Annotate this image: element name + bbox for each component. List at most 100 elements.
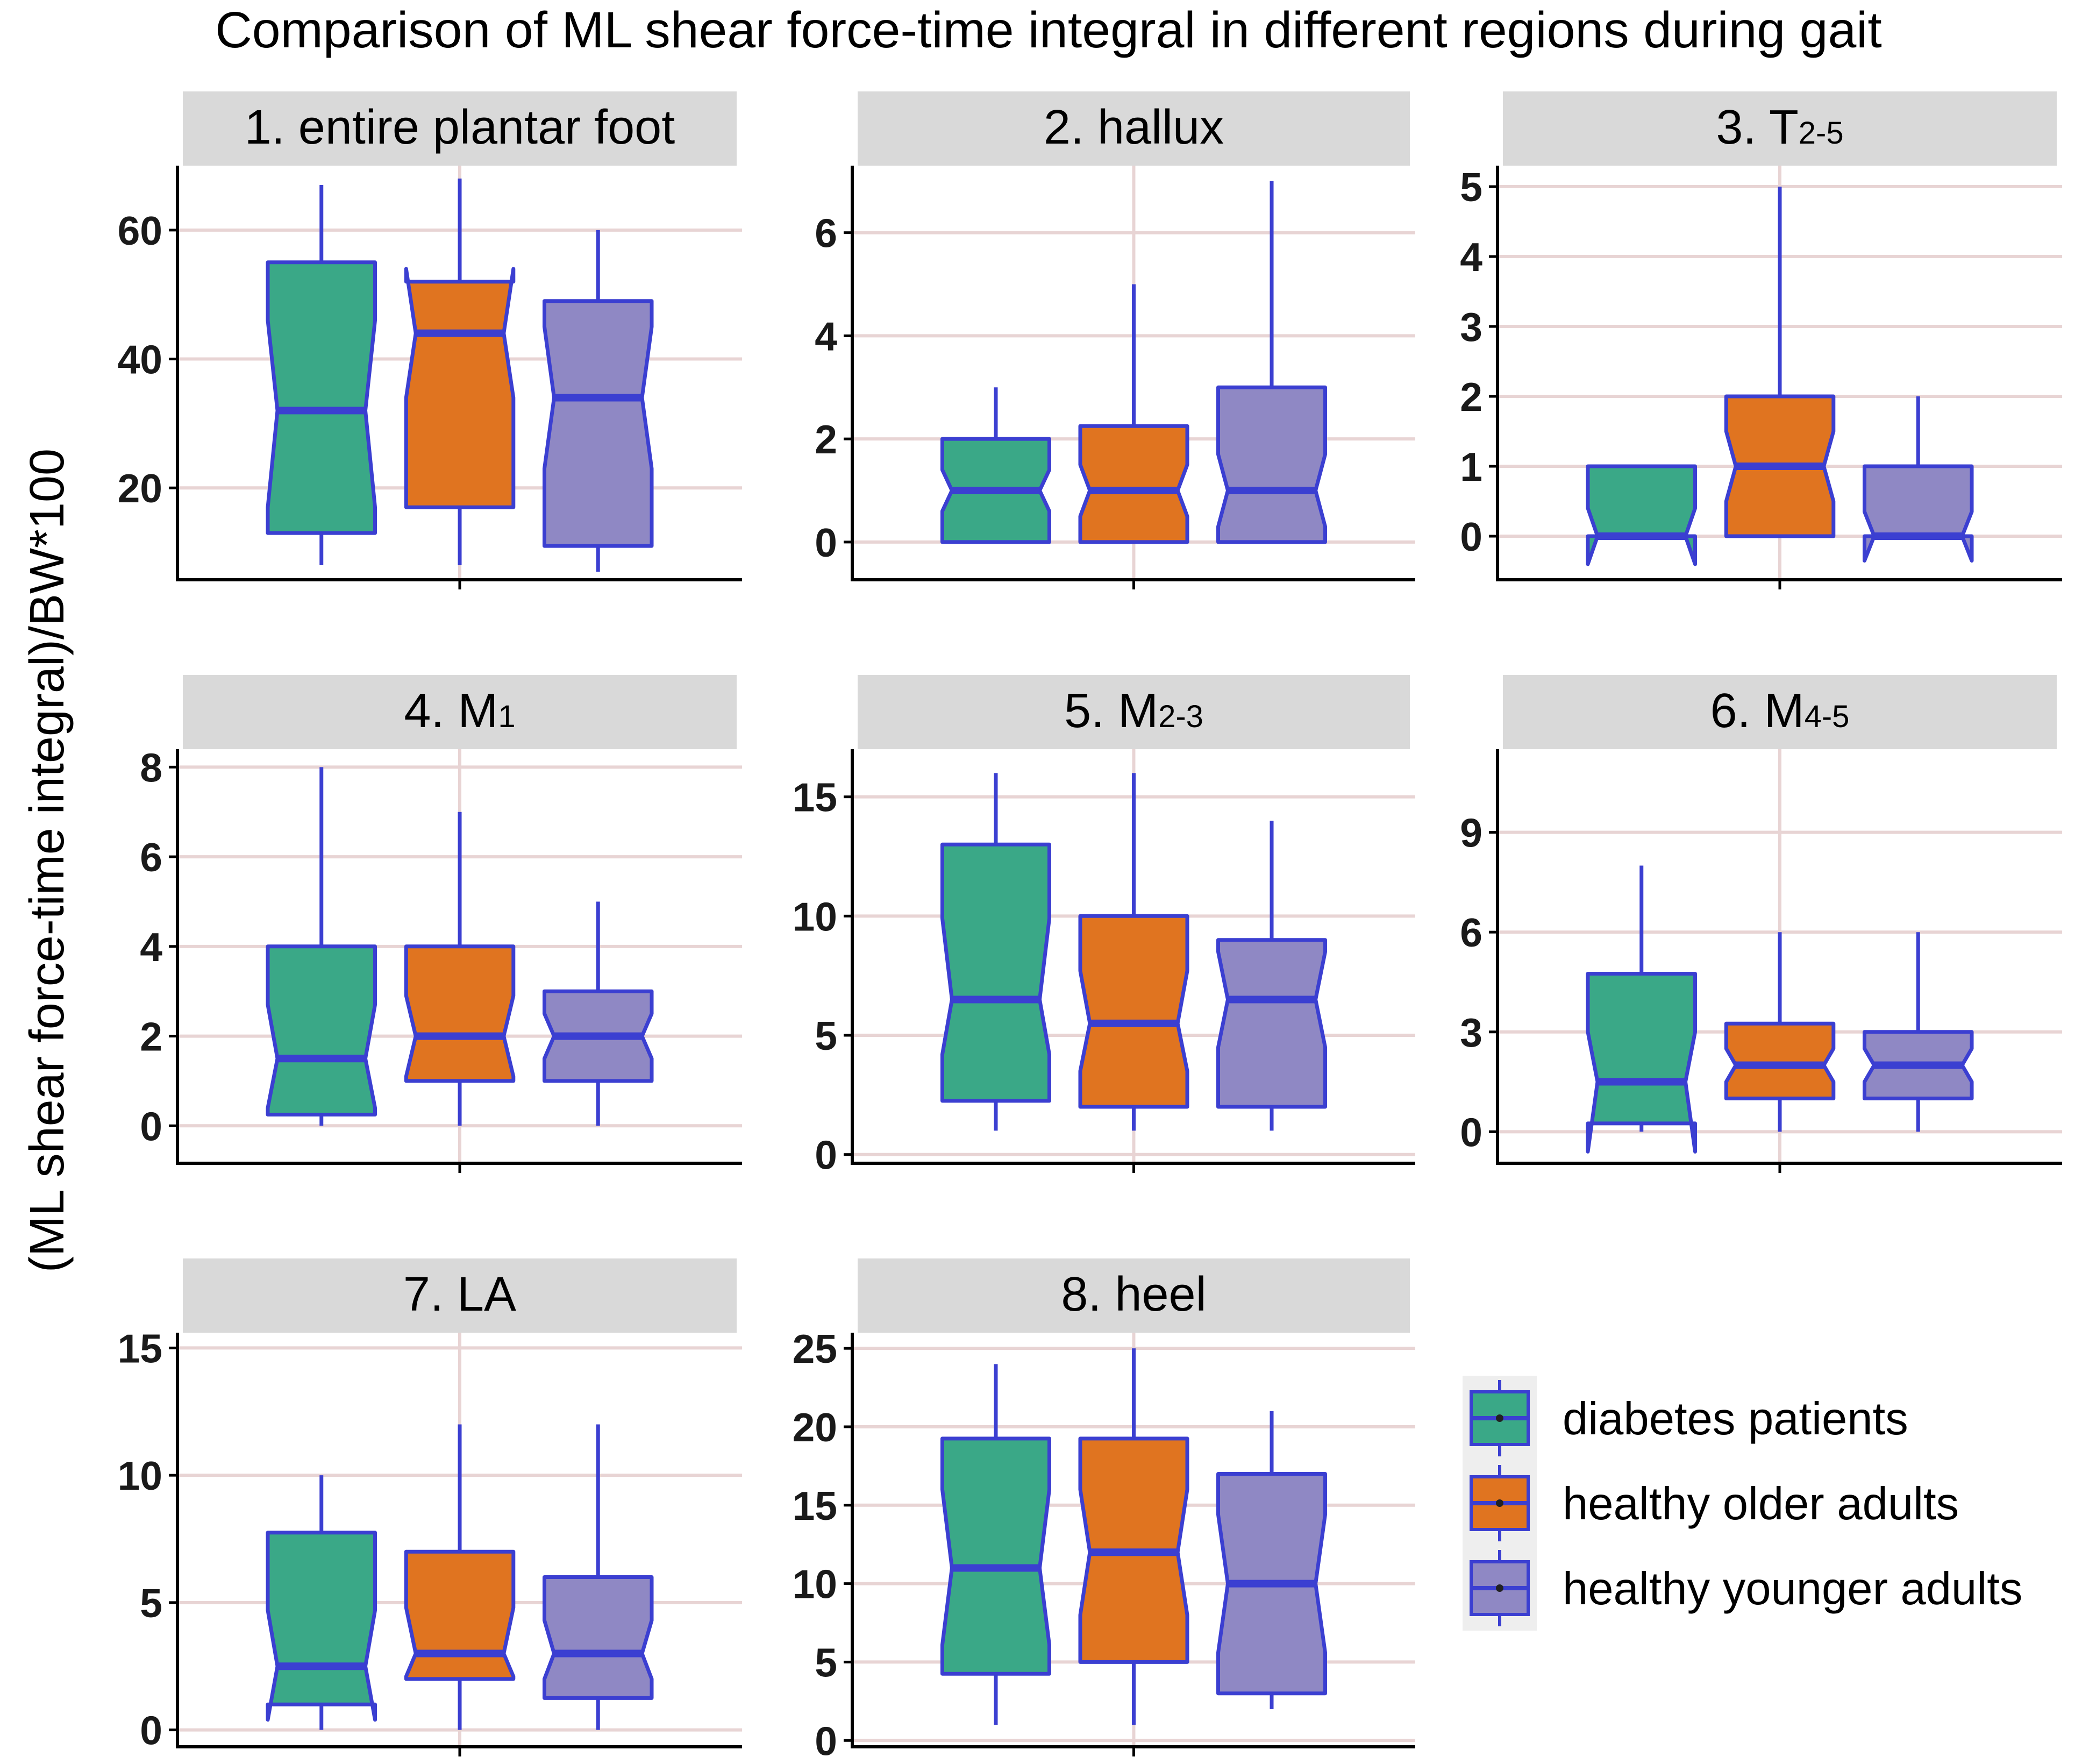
panel-3: 3. T2-5 0 1 2 3 4 5 [1460,91,2062,589]
panel-2-ytick-label-4: 4 [815,314,837,359]
panel-4: 4. M1 0 2 4 6 8 [140,675,742,1173]
panel-6-box-healthy-older-adults-body [1724,1021,1836,1100]
panel-1-box-diabetes-patients [266,184,377,566]
panel-3-ytick-label-1: 1 [1460,444,1482,489]
panel-4-ytick-label-0: 0 [140,1104,162,1149]
panel-3-title: 3. T2-5 [1716,101,1843,154]
panel-2-ytick-label-0: 0 [815,520,837,565]
panel-1-box-healthy-older-adults [404,178,516,566]
legend-key-healthy-younger-adults [1463,1546,1537,1631]
panel-7-box-healthy-younger-adults-body [543,1575,654,1700]
panel-2: 2. hallux 0 2 4 6 [815,91,1415,589]
panel-7-ytick-label-0: 0 [140,1708,162,1753]
panel-7-box-healthy-older-adults-body [404,1549,516,1681]
panel-2-strip [858,91,1410,166]
panel-5-title-subscript: 2-3 [1158,699,1203,734]
panel-1-strip [183,91,737,166]
panel-5-box-healthy-younger-adults-body [1216,938,1327,1109]
legend-key-healthy-younger-adults-dot [1496,1584,1503,1592]
panel-4-box-diabetes-patients-body [266,944,377,1116]
panel-8-ytick-label-15: 15 [793,1483,837,1528]
panel-3-strip [1503,91,2057,166]
panel-6-ytick-label-3: 3 [1460,1010,1482,1055]
panel-8-ytick-label-20: 20 [793,1405,837,1450]
panel-1-ytick-label-60: 60 [118,208,162,253]
panel-7-title: 7. LA [403,1268,516,1321]
panel-7-box-diabetes-patients-body [266,1531,377,1722]
panel-7-strip [183,1258,737,1333]
panel-7-ytick-label-10: 10 [118,1453,162,1498]
panel-5-box-diabetes-patients-body [940,842,1051,1103]
panel-1-box-healthy-younger-adults [543,230,654,572]
panel-4-ytick-label-6: 6 [140,835,162,880]
panel-6-ytick-label-6: 6 [1460,910,1482,955]
panel-3-title-subscript: 2-5 [1799,116,1844,151]
legend-key-diabetes-patients [1463,1376,1537,1461]
panel-6-box-healthy-older-adults [1724,932,1836,1132]
panel-7-ytick-label-5: 5 [140,1581,162,1626]
panel-8-title: 8. heel [1061,1268,1206,1321]
panel-6-box-healthy-younger-adults [1863,932,1974,1132]
panel-8-ytick-label-5: 5 [815,1640,837,1685]
panel-5-title: 5. M2-3 [1064,684,1203,738]
panel-7-ytick-label-15: 15 [118,1326,162,1371]
panel-3-box-diabetes-patients-body [1586,464,1697,566]
panel-2-box-healthy-older-adults [1078,284,1189,544]
panel-4-ytick-label-8: 8 [140,745,162,790]
panel-6-box-diabetes-patients-body [1586,972,1697,1154]
panel-4-box-diabetes-patients [266,767,377,1126]
panel-8-ytick-label-10: 10 [793,1562,837,1607]
panel-1-box-healthy-younger-adults-body [543,299,654,548]
panel-7-box-healthy-older-adults [404,1424,516,1730]
legend-key-healthy-older-adults-dot [1496,1499,1503,1507]
panel-4-strip [183,675,737,749]
panel-3-box-diabetes-patients [1586,464,1697,566]
panel-5-box-healthy-older-adults [1078,773,1189,1131]
panel-1-box-diabetes-patients-body [266,260,377,535]
panel-5-box-healthy-younger-adults [1216,821,1327,1131]
legend-label-healthy-older-adults: healthy older adults [1563,1478,1959,1530]
panel-2-box-healthy-younger-adults-body [1216,385,1327,544]
panel-3-ytick-label-4: 4 [1460,234,1482,280]
panel-7-box-diabetes-patients [266,1475,377,1730]
panel-5-ytick-label-10: 10 [793,894,837,939]
legend-key-healthy-older-adults [1463,1461,1537,1546]
panel-7-box-healthy-younger-adults [543,1424,654,1730]
panel-6-box-diabetes-patients [1586,865,1697,1154]
panel-3-ytick-label-3: 3 [1460,304,1482,350]
panel-1-title: 1. entire plantar foot [245,101,675,154]
legend-label-healthy-younger-adults: healthy younger adults [1563,1563,2022,1614]
panel-2-ytick-label-2: 2 [815,417,837,462]
panel-4-box-healthy-older-adults [404,812,516,1126]
panel-4-box-healthy-younger-adults [543,901,654,1126]
panel-5-ytick-label-5: 5 [815,1013,837,1058]
panel-2-title: 2. hallux [1044,101,1224,154]
panel-1-box-healthy-older-adults-body [404,267,516,509]
panel-3-ytick-label-0: 0 [1460,514,1482,559]
y-axis-label: (ML shear force-time integral)/BW*100 [20,449,74,1272]
panel-8-box-diabetes-patients-body [940,1436,1051,1676]
panel-7: 7. LA 0 5 10 15 [118,1258,742,1756]
panel-4-ytick-label-2: 2 [140,1014,162,1059]
panel-2-box-healthy-younger-adults [1216,181,1327,544]
panel-1: 1. entire plantar foot 20 40 60 [118,91,742,589]
panel-6-ytick-label-9: 9 [1460,810,1482,856]
panel-3-box-healthy-younger-adults-body [1863,464,1974,563]
panel-1-ytick-label-20: 20 [118,466,162,511]
panel-8: 8. heel 0 5 10 15 20 25 [793,1258,1415,1763]
panel-8-ytick-label-25: 25 [793,1326,837,1371]
panel-5: 5. M2-3 0 5 10 15 [793,675,1415,1178]
panel-6-title-subscript: 4-5 [1805,699,1850,734]
panel-5-strip [858,675,1410,749]
panel-4-ytick-label-4: 4 [140,924,162,970]
panel-8-box-diabetes-patients [940,1364,1051,1725]
panel-2-box-healthy-older-adults-body [1078,424,1189,544]
panel-8-box-healthy-younger-adults [1216,1411,1327,1709]
panel-3-box-healthy-older-adults [1724,187,1836,538]
panel-5-ytick-label-0: 0 [815,1133,837,1178]
panel-2-ytick-label-6: 6 [815,211,837,256]
panel-5-box-healthy-older-adults-body [1078,914,1189,1109]
